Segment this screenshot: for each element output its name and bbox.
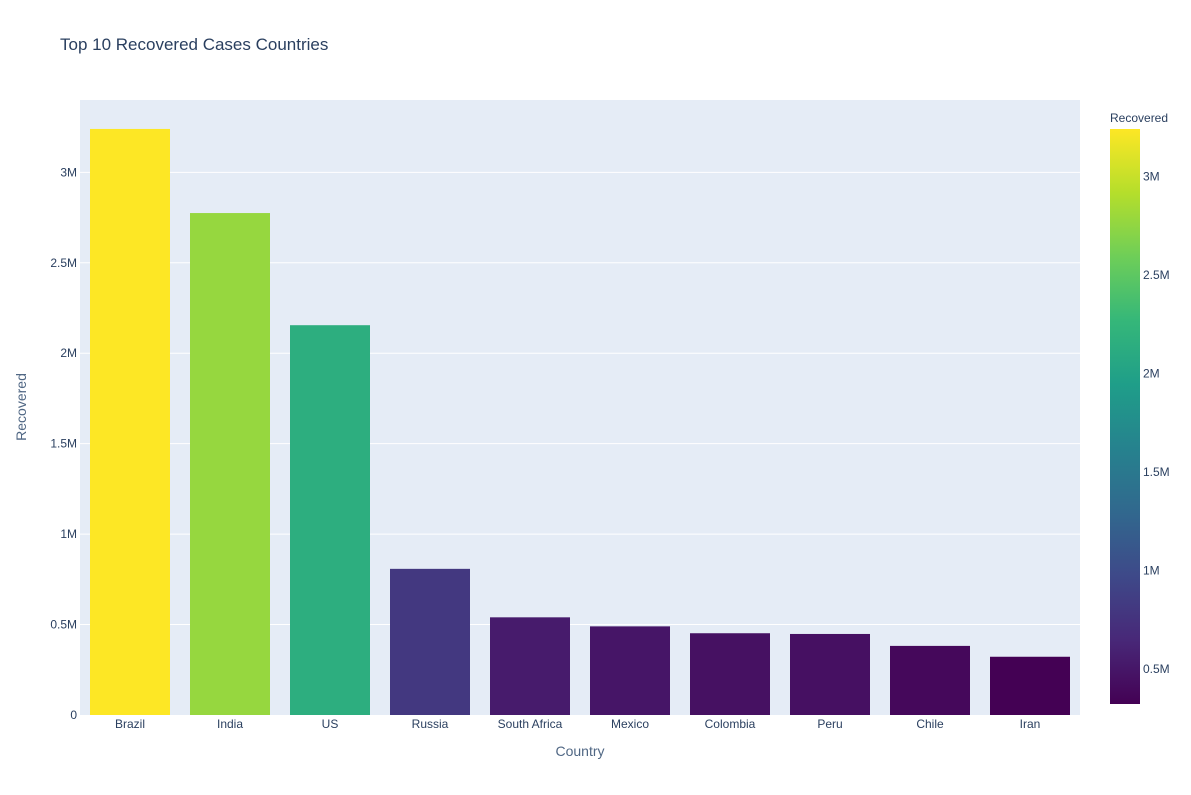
x-tick-label: Brazil bbox=[115, 717, 145, 731]
bar-chile[interactable] bbox=[890, 645, 970, 715]
x-tick-label: India bbox=[217, 717, 243, 731]
x-tick-label: Colombia bbox=[705, 717, 756, 731]
y-tick-label: 0 bbox=[70, 708, 77, 722]
y-tick-label: 0.5M bbox=[50, 618, 77, 632]
colorbar bbox=[1110, 129, 1140, 704]
chart-title: Top 10 Recovered Cases Countries bbox=[60, 35, 328, 54]
colorbar-ticks: 0.5M 1M 1.5M 2M 2.5M 3M bbox=[1143, 169, 1170, 676]
x-axis-ticks: Brazil India US Russia South Africa Mexico Col… bbox=[115, 717, 1040, 731]
bar-peru[interactable] bbox=[790, 633, 870, 715]
x-axis-title: Country bbox=[555, 743, 604, 759]
x-tick-label: Chile bbox=[916, 717, 944, 731]
colorbar-tick-label: 1.5M bbox=[1143, 465, 1170, 479]
bars bbox=[90, 128, 1070, 716]
bar-south-africa[interactable] bbox=[490, 617, 570, 715]
bar-india[interactable] bbox=[190, 213, 270, 716]
colorbar-tick-label: 3M bbox=[1143, 169, 1160, 183]
y-tick-label: 1.5M bbox=[50, 437, 77, 451]
colorbar-tick-label: 2.5M bbox=[1143, 268, 1170, 282]
bar-us[interactable] bbox=[290, 325, 370, 715]
y-tick-label: 3M bbox=[60, 165, 77, 179]
bar-russia[interactable] bbox=[390, 568, 470, 715]
bar-colombia[interactable] bbox=[690, 633, 770, 715]
bar-mexico[interactable] bbox=[590, 626, 670, 715]
x-tick-label: Russia bbox=[412, 717, 449, 731]
y-axis-ticks: 0 0.5M 1M 1.5M 2M 2.5M 3M bbox=[50, 165, 77, 722]
bar-brazil[interactable] bbox=[90, 128, 170, 716]
colorbar-title: Recovered bbox=[1110, 111, 1168, 125]
x-tick-label: US bbox=[322, 717, 339, 731]
x-tick-label: Mexico bbox=[611, 717, 649, 731]
colorbar-tick-label: 2M bbox=[1143, 366, 1160, 380]
colorbar-tick-label: 0.5M bbox=[1143, 662, 1170, 676]
x-tick-label: Peru bbox=[817, 717, 842, 731]
bar-iran[interactable] bbox=[990, 656, 1070, 715]
y-tick-label: 1M bbox=[60, 527, 77, 541]
y-axis-title: Recovered bbox=[13, 373, 29, 441]
x-tick-label: South Africa bbox=[498, 717, 563, 731]
x-tick-label: Iran bbox=[1020, 717, 1041, 731]
colorbar-tick-label: 1M bbox=[1143, 563, 1160, 577]
y-tick-label: 2M bbox=[60, 346, 77, 360]
y-tick-label: 2.5M bbox=[50, 256, 77, 270]
